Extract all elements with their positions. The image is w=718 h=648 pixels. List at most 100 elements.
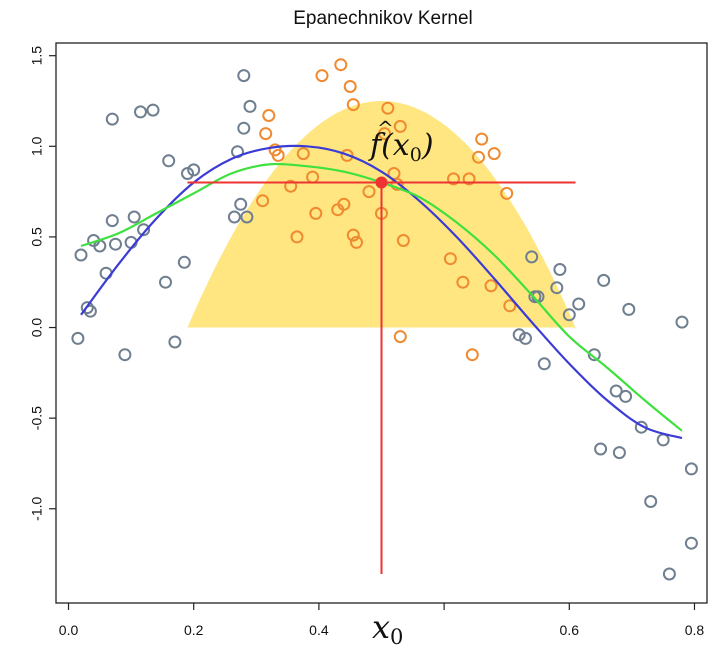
- data-point-outside: [656, 433, 670, 447]
- data-point-inside: [503, 299, 517, 313]
- data-point-inside: [337, 197, 351, 211]
- data-point-inside: [262, 109, 276, 122]
- data-point-inside: [475, 132, 489, 146]
- x-tick-label: 0.6: [560, 622, 580, 638]
- fhat-label-subscript: 0: [410, 144, 422, 166]
- data-point-inside: [346, 98, 360, 112]
- points-layer: [71, 58, 698, 581]
- data-point-inside: [334, 58, 348, 72]
- chart-title: Epanechnikov Kernel: [293, 8, 473, 29]
- data-point-outside: [525, 250, 539, 264]
- y-tick-label: -0.5: [29, 406, 45, 430]
- data-point-outside: [71, 331, 85, 345]
- x-tick-label: 0.8: [685, 622, 705, 638]
- y-tick-label: 0.5: [29, 227, 45, 247]
- true-curve-line: [80, 144, 683, 440]
- data-point-outside: [622, 302, 636, 316]
- data-point-inside: [447, 172, 460, 186]
- data-point-inside: [456, 275, 470, 289]
- data-point-inside: [462, 172, 476, 186]
- data-point-outside: [612, 446, 626, 460]
- data-point-outside: [519, 331, 532, 345]
- data-point-inside: [472, 150, 485, 164]
- x0-label-main: x: [372, 608, 390, 646]
- fhat-label-close: ): [421, 128, 434, 163]
- data-point-inside: [378, 127, 392, 141]
- data-point-inside: [484, 279, 498, 293]
- data-point-inside: [443, 252, 457, 266]
- data-point-outside: [553, 263, 567, 276]
- x-tick-label: 0.0: [59, 622, 79, 638]
- data-point-outside: [537, 357, 551, 371]
- data-point-outside: [118, 348, 132, 362]
- x-tick-label: 0.2: [184, 622, 204, 638]
- x0-label: x0: [372, 608, 403, 648]
- data-point-outside: [572, 297, 586, 311]
- data-point-outside: [619, 389, 633, 403]
- data-point-inside: [284, 179, 298, 193]
- y-tick-label: -1.0: [29, 496, 45, 520]
- data-point-outside: [597, 273, 611, 287]
- data-point-outside: [684, 536, 698, 550]
- data-point-outside: [146, 103, 160, 117]
- data-point-inside: [290, 230, 304, 244]
- data-point-outside: [137, 223, 151, 237]
- data-point-outside: [109, 237, 122, 251]
- data-point-outside: [550, 281, 564, 295]
- data-point-outside: [594, 442, 608, 456]
- data-point-inside: [350, 235, 363, 249]
- data-point-inside: [296, 147, 310, 161]
- data-point-outside: [134, 105, 147, 119]
- data-point-inside: [309, 206, 323, 220]
- data-point-inside: [393, 330, 407, 344]
- data-point-outside: [240, 210, 254, 224]
- data-point-inside: [500, 186, 514, 200]
- data-point-inside: [487, 147, 501, 161]
- target-layer: [187, 176, 576, 575]
- data-point-outside: [168, 335, 182, 349]
- data-point-inside: [393, 119, 407, 133]
- fhat-point: [375, 176, 388, 189]
- fhat-label: f(x0): [368, 128, 434, 166]
- y-tick-label: 1.0: [29, 136, 45, 156]
- data-point-inside: [315, 69, 329, 83]
- data-point-outside: [662, 567, 676, 581]
- data-point-inside: [259, 127, 273, 141]
- x-tick-label: 0.4: [309, 622, 329, 638]
- data-point-outside: [162, 154, 176, 168]
- data-point-outside: [587, 348, 601, 362]
- data-point-outside: [105, 214, 119, 228]
- data-point-inside: [346, 228, 360, 242]
- data-point-inside: [340, 148, 354, 162]
- data-point-outside: [80, 301, 94, 315]
- data-point-inside: [343, 80, 357, 93]
- data-point-outside: [127, 210, 141, 224]
- data-point-outside: [177, 255, 191, 269]
- data-point-inside: [362, 185, 376, 199]
- data-point-inside: [390, 177, 404, 191]
- data-point-outside: [684, 462, 698, 476]
- data-point-outside: [105, 112, 119, 126]
- data-point-outside: [562, 308, 576, 322]
- data-point-outside: [234, 197, 248, 211]
- data-point-outside: [644, 495, 658, 508]
- data-point-inside: [271, 148, 285, 162]
- x0-label-subscript: 0: [390, 625, 403, 648]
- y-tick-label: 1.5: [29, 46, 45, 66]
- data-point-outside: [237, 121, 251, 135]
- data-point-outside: [227, 210, 241, 224]
- data-point-inside: [396, 234, 410, 247]
- data-point-outside: [675, 315, 689, 329]
- data-point-outside: [609, 384, 623, 398]
- data-point-outside: [159, 275, 172, 289]
- data-point-inside: [465, 348, 479, 362]
- plot-frame: [55, 42, 708, 604]
- axes-layer: 0.0 0.2 0.4 0.6 0.8 -1.0 -0.5 0.0 0.5 1.0 1.5: [29, 46, 705, 638]
- data-point-outside: [237, 69, 251, 83]
- data-point-outside: [243, 99, 257, 113]
- data-point-outside: [187, 163, 201, 177]
- fhat-hat: ^: [377, 116, 394, 140]
- y-tick-label: 0.0: [29, 318, 45, 338]
- data-point-inside: [381, 101, 395, 115]
